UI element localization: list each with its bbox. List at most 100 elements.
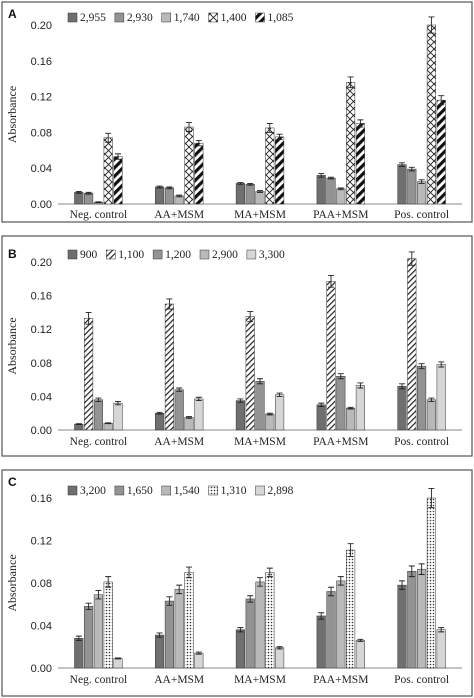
x-tick-label: PAA+MSM — [313, 436, 368, 448]
bar — [155, 634, 165, 669]
bar — [235, 183, 245, 205]
error-bar — [438, 627, 445, 633]
error-bar — [337, 187, 344, 191]
bar — [113, 658, 123, 669]
x-tick-label: Neg. control — [70, 209, 127, 221]
bar — [417, 568, 427, 669]
bar — [84, 318, 94, 431]
bar — [407, 571, 417, 669]
bar — [316, 404, 326, 431]
bar — [316, 175, 326, 205]
legend-swatch — [161, 485, 171, 496]
y-axis-label: Absorbance — [5, 554, 19, 611]
error-bar — [318, 612, 325, 620]
bar — [426, 24, 436, 205]
error-bar — [276, 646, 283, 650]
legend-swatch — [114, 485, 125, 496]
error-bar — [438, 95, 445, 106]
error-bar — [337, 373, 344, 380]
bar — [326, 591, 336, 669]
error-bar — [237, 398, 244, 403]
bar — [426, 399, 436, 431]
legend-swatch — [208, 485, 218, 496]
y-tick-label: 0.04 — [31, 391, 52, 403]
bar — [355, 385, 365, 431]
error-bar — [85, 191, 92, 195]
legend-swatch — [246, 249, 257, 260]
panel-c: C Absorbance 0.00 0.04 0.08 0.12 0.16 Neg. con… — [1, 469, 473, 697]
legend-swatch — [152, 249, 163, 260]
x-tick-label: PAA+MSM — [313, 674, 368, 686]
bar — [436, 364, 446, 431]
legend-swatch — [67, 12, 78, 23]
bar — [275, 136, 285, 205]
x-tick-label: Pos. control — [394, 436, 449, 448]
x-tick-label: MA+MSM — [234, 674, 286, 686]
bar — [397, 164, 407, 205]
bar — [336, 375, 346, 431]
error-bar — [428, 397, 435, 402]
error-bar — [156, 185, 163, 189]
bar — [407, 258, 417, 431]
legend-entry: 900 — [80, 249, 98, 261]
error-bar — [195, 140, 202, 147]
legend-swatch — [67, 249, 78, 260]
error-bar — [85, 602, 92, 611]
bar — [194, 142, 204, 205]
bar — [336, 580, 346, 669]
x-tick-label: PAA+MSM — [313, 209, 368, 221]
error-bar — [95, 589, 102, 600]
bar — [265, 572, 275, 669]
error-bar — [318, 173, 325, 178]
panel-b: B Absorbance 0.00 0.04 0.08 0.12 0.16 0.20 Neg.… — [1, 235, 473, 457]
bar — [265, 127, 275, 205]
bar — [255, 581, 265, 669]
bar — [194, 652, 204, 669]
bar — [336, 188, 346, 205]
bar — [235, 629, 245, 669]
error-bar — [75, 191, 82, 194]
bar — [407, 168, 417, 205]
y-tick-label: 0.08 — [31, 578, 52, 590]
error-bar — [276, 392, 283, 397]
y-tick-label: 0.12 — [31, 536, 52, 548]
y-tick-label: 0.12 — [31, 92, 52, 104]
error-bar — [237, 627, 244, 633]
bar — [103, 581, 113, 669]
panel-b-letter: B — [8, 247, 17, 261]
legend-swatch — [67, 485, 78, 496]
bar — [113, 402, 123, 431]
bar — [426, 497, 436, 669]
bar — [103, 137, 113, 205]
panel-a-chart: Absorbance 0.00 0.04 0.08 0.12 0.16 0.20 Neg. c… — [5, 12, 462, 221]
panel-b-chart: Absorbance 0.00 0.04 0.08 0.12 0.16 0.20 Neg. c… — [5, 249, 462, 448]
bar — [93, 399, 103, 431]
error-bar — [328, 274, 334, 288]
error-bar — [237, 182, 244, 185]
error-bar — [105, 132, 112, 143]
legend-entry: 1,100 — [118, 249, 144, 261]
bar — [103, 423, 113, 431]
error-bar — [318, 402, 325, 407]
panel-c-letter: C — [8, 475, 17, 489]
x-tick-label: Pos. control — [394, 674, 449, 686]
error-bar — [115, 400, 121, 406]
error-bar — [418, 563, 425, 575]
error-bar — [195, 651, 202, 655]
error-bar — [399, 383, 405, 390]
bar — [275, 394, 285, 431]
bar — [174, 389, 184, 431]
legend-entry: 3,200 — [80, 485, 106, 497]
bar — [84, 193, 94, 205]
error-bar — [276, 133, 283, 141]
error-bar — [186, 566, 192, 579]
bar — [184, 126, 194, 205]
bar — [245, 184, 255, 205]
legend-entry: 1,200 — [165, 249, 191, 261]
bar — [245, 598, 255, 669]
panel-a: A Absorbance 0.00 0.04 0.08 0.12 0.16 0.20 Neg.… — [1, 1, 473, 223]
legend-entry: 3,300 — [259, 249, 285, 261]
bar — [326, 177, 336, 205]
panel-a-letter: A — [8, 7, 17, 21]
